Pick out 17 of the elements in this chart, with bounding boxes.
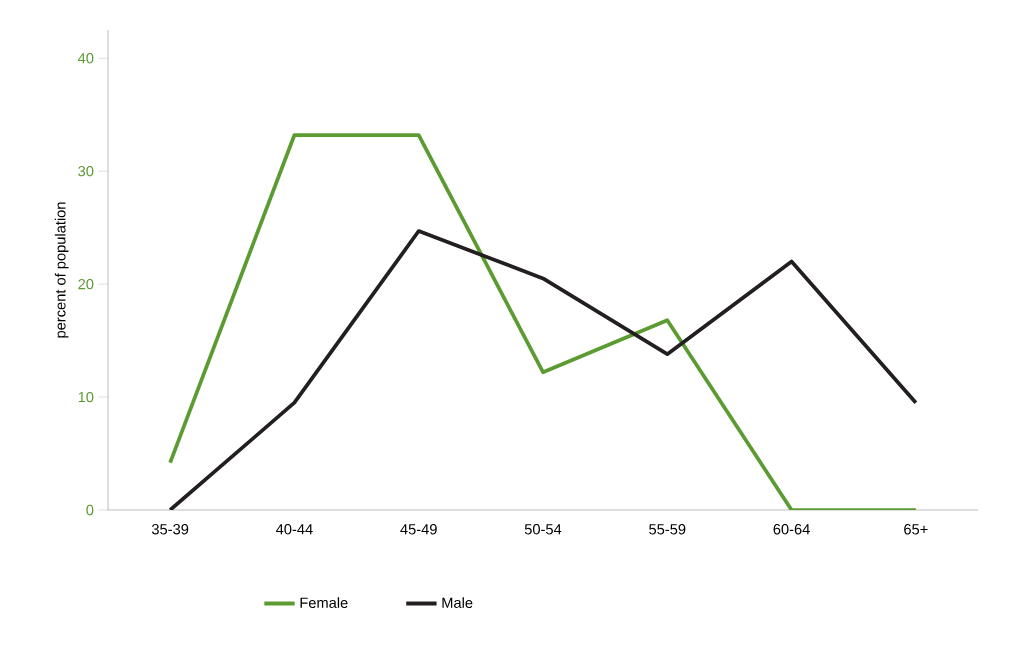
y-tick-label: 10 — [78, 391, 94, 403]
y-axis-title: percent of population — [54, 202, 69, 338]
legend-label: Female — [300, 597, 348, 608]
y-tick-label: 40 — [77, 53, 94, 64]
y-tick-label: 20 — [78, 278, 94, 290]
y-tick-label: 0 — [86, 504, 94, 516]
line-series — [168, 229, 918, 510]
x-tick-label: 40-44 — [276, 524, 313, 535]
line-series — [168, 133, 918, 510]
x-tick-label: 35-39 — [151, 524, 189, 535]
x-tick-label: 55-59 — [649, 524, 686, 535]
x-tick-label: 65+ — [904, 524, 928, 535]
y-tick-label: 30 — [78, 165, 94, 177]
x-tick-label: 60-64 — [773, 524, 810, 535]
x-tick-label: 45-49 — [400, 524, 437, 535]
legend-label: Male — [442, 597, 473, 608]
x-tick-label: 50-54 — [524, 524, 562, 535]
